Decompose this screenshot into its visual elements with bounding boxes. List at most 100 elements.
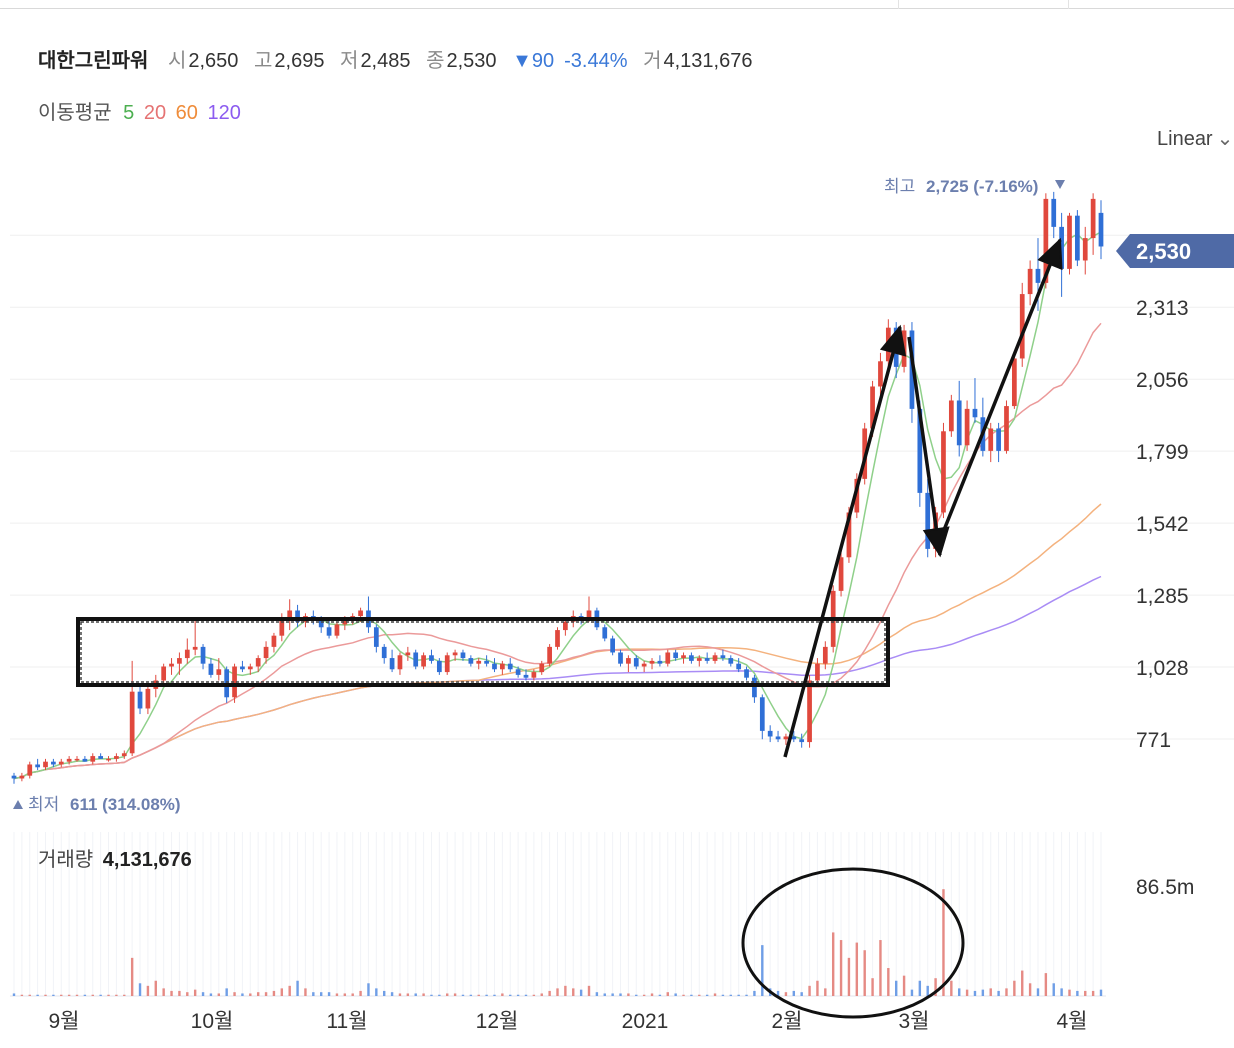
- price-tick-label: 1,542: [1136, 513, 1189, 536]
- ma-60[interactable]: 60: [175, 102, 198, 124]
- candle: [492, 658, 497, 673]
- chevron-down-icon: ⌄: [1216, 128, 1234, 150]
- ma-5-line: [13, 231, 1102, 780]
- price-tick-label: 1,285: [1136, 585, 1189, 608]
- volume-bar: [556, 988, 559, 996]
- candle: [436, 658, 442, 675]
- ma-20[interactable]: 20: [143, 102, 167, 124]
- volume-bar: [572, 988, 575, 996]
- candle-body: [712, 655, 718, 661]
- candle: [208, 658, 214, 678]
- candle: [1011, 352, 1017, 409]
- scale-selector[interactable]: Linear ⌄: [1157, 126, 1233, 151]
- candle: [626, 655, 631, 673]
- open-value: 2,650: [188, 50, 239, 72]
- candle-body: [972, 408, 978, 418]
- volume-bar: [737, 994, 740, 996]
- candle: [287, 599, 293, 631]
- candle: [602, 624, 608, 642]
- candle: [405, 646, 411, 661]
- candle-body: [121, 753, 127, 757]
- candle: [507, 658, 513, 673]
- volume-bar: [950, 980, 953, 996]
- candle: [35, 758, 40, 771]
- candle-body: [807, 680, 812, 743]
- volume-bar: [532, 994, 536, 996]
- candle: [452, 649, 458, 661]
- candle-body: [255, 658, 261, 667]
- candle-body: [988, 428, 994, 451]
- candle: [531, 669, 537, 681]
- candle-body: [610, 638, 616, 653]
- candle: [255, 655, 261, 673]
- x-axis-label: 12월: [476, 1010, 519, 1033]
- candle: [499, 660, 505, 675]
- volume-bar: [446, 993, 449, 996]
- candle: [177, 652, 182, 675]
- volume-bar: [107, 994, 110, 996]
- volume-bar: [178, 990, 181, 996]
- open-label: 시: [167, 50, 187, 72]
- candle: [413, 649, 419, 670]
- candle: [381, 644, 387, 664]
- candle-body: [728, 658, 734, 664]
- highest-value: 2,725 (-7.16%): [926, 177, 1038, 196]
- volume-bar: [383, 990, 386, 996]
- volume-bar: [603, 993, 606, 996]
- candle: [563, 618, 568, 636]
- candle-body: [499, 663, 505, 670]
- volume-bar: [312, 992, 315, 996]
- candle-body: [405, 652, 411, 656]
- candle: [1098, 200, 1104, 260]
- volume-bar: [792, 990, 796, 996]
- high-value: 2,695: [274, 50, 325, 72]
- volume-bar: [123, 994, 126, 996]
- candle: [263, 641, 269, 664]
- candle: [1051, 191, 1057, 239]
- candle: [137, 686, 143, 715]
- volume-bar: [375, 988, 378, 996]
- volume-bar: [761, 945, 764, 996]
- volume-bar: [1091, 990, 1095, 996]
- candle-body: [397, 655, 403, 670]
- candle: [744, 666, 749, 681]
- lowest-value: 611 (314.08%): [70, 795, 181, 814]
- volume-bar: [595, 992, 599, 996]
- candle-body: [51, 761, 56, 765]
- candle-body: [964, 408, 970, 446]
- volume-bar: [288, 985, 291, 996]
- candle-body: [791, 736, 797, 740]
- candle: [704, 652, 710, 664]
- candle-body: [342, 618, 348, 625]
- volume-bar: [666, 992, 669, 996]
- candle-body: [177, 658, 182, 664]
- volume-bar: [997, 990, 1000, 996]
- volume-bar: [12, 993, 16, 996]
- volume-bar: [1068, 989, 1071, 996]
- candle: [681, 652, 686, 664]
- candle-body: [948, 400, 954, 432]
- volume-bar: [902, 975, 906, 996]
- candle-body: [767, 730, 773, 737]
- arrow-shaft: [907, 336, 942, 556]
- volume-bar: [784, 992, 788, 996]
- candle: [775, 730, 781, 743]
- candle: [752, 674, 757, 703]
- volume-bar: [705, 994, 709, 996]
- price-tick-label: 2,056: [1136, 369, 1189, 392]
- volume-bar: [871, 978, 874, 996]
- arrow-shaft: [783, 326, 902, 758]
- volume-bar: [918, 980, 922, 996]
- candle-body: [1082, 238, 1088, 261]
- ma-5[interactable]: 5: [123, 102, 135, 124]
- volume-bar: [52, 994, 55, 996]
- volume-bar: [611, 993, 614, 996]
- candle: [515, 666, 521, 678]
- candle-body: [74, 758, 80, 761]
- volume-bar: [926, 985, 929, 996]
- volume-bar: [863, 950, 866, 996]
- candle: [397, 652, 403, 675]
- candle-body: [232, 666, 237, 698]
- ma-120[interactable]: 120: [207, 102, 241, 124]
